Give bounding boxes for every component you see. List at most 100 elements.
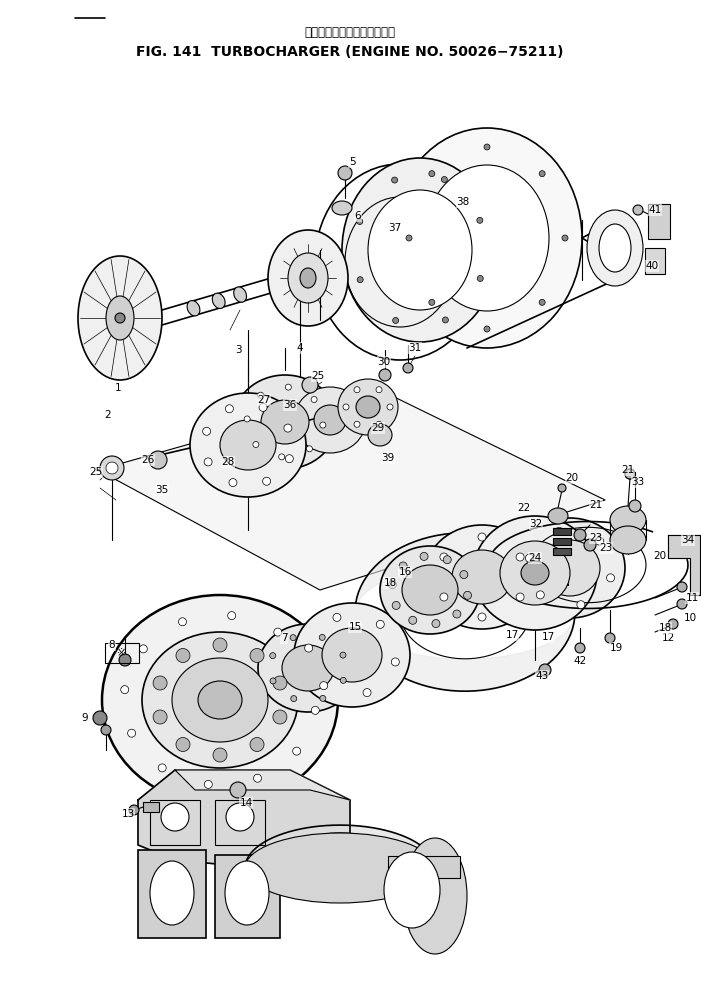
Circle shape (213, 748, 227, 762)
Circle shape (333, 613, 341, 621)
Circle shape (477, 275, 483, 281)
Circle shape (399, 562, 407, 570)
Ellipse shape (338, 379, 398, 435)
Circle shape (226, 404, 233, 413)
Ellipse shape (521, 561, 549, 585)
Ellipse shape (368, 190, 472, 310)
Circle shape (305, 644, 313, 652)
Bar (553, 528, 571, 535)
Circle shape (250, 649, 264, 663)
Circle shape (304, 663, 313, 670)
Circle shape (478, 533, 486, 541)
Circle shape (340, 652, 346, 658)
Circle shape (229, 478, 237, 486)
Circle shape (429, 171, 435, 176)
Circle shape (106, 462, 118, 474)
Ellipse shape (102, 595, 338, 805)
Text: 23: 23 (599, 543, 613, 553)
Ellipse shape (150, 861, 194, 925)
Circle shape (387, 404, 393, 410)
Circle shape (539, 664, 551, 676)
Text: 8: 8 (109, 640, 115, 650)
Circle shape (244, 416, 250, 422)
Circle shape (311, 396, 317, 402)
Circle shape (555, 528, 563, 535)
Circle shape (121, 685, 129, 693)
Circle shape (463, 592, 472, 599)
Circle shape (204, 458, 212, 466)
Ellipse shape (314, 405, 346, 435)
Circle shape (228, 611, 236, 619)
Text: 31: 31 (409, 343, 421, 353)
Text: 9: 9 (82, 713, 88, 723)
Text: 32: 32 (529, 519, 543, 529)
Text: FIG. 141  TURBOCHARGER (ENGINE NO. 50026−75211): FIG. 141 TURBOCHARGER (ENGINE NO. 50026−… (136, 45, 564, 59)
Ellipse shape (452, 550, 512, 604)
Circle shape (279, 454, 285, 459)
Text: 17: 17 (505, 630, 519, 640)
Ellipse shape (172, 658, 268, 742)
Ellipse shape (268, 230, 348, 326)
Circle shape (376, 620, 384, 628)
Circle shape (149, 451, 167, 469)
Circle shape (606, 574, 615, 582)
Text: 40: 40 (646, 261, 658, 271)
Polygon shape (511, 550, 569, 596)
Ellipse shape (212, 293, 225, 309)
Circle shape (291, 695, 297, 702)
Circle shape (153, 676, 167, 690)
Ellipse shape (515, 518, 625, 618)
Text: 12: 12 (661, 633, 674, 643)
Text: 16: 16 (398, 567, 411, 577)
Circle shape (625, 469, 635, 479)
Bar (553, 548, 571, 555)
Text: 26: 26 (142, 455, 155, 465)
Ellipse shape (294, 387, 366, 453)
Circle shape (302, 377, 318, 393)
Circle shape (203, 427, 211, 436)
Ellipse shape (548, 508, 568, 524)
Text: 41: 41 (648, 205, 662, 215)
Circle shape (270, 653, 275, 659)
Text: 15: 15 (348, 622, 362, 632)
Circle shape (161, 803, 189, 831)
Circle shape (460, 571, 468, 579)
Ellipse shape (587, 210, 643, 286)
Circle shape (406, 235, 412, 241)
Circle shape (226, 803, 254, 831)
Text: 36: 36 (283, 400, 297, 410)
Circle shape (536, 591, 544, 599)
Circle shape (354, 421, 360, 427)
Ellipse shape (368, 424, 392, 446)
Ellipse shape (392, 128, 582, 348)
Ellipse shape (380, 546, 480, 634)
Circle shape (101, 725, 111, 735)
Circle shape (429, 300, 435, 306)
Circle shape (179, 618, 186, 626)
Text: 10: 10 (683, 613, 697, 623)
Text: 20: 20 (653, 551, 667, 561)
Bar (215, 855, 280, 938)
Text: 19: 19 (609, 643, 622, 653)
Circle shape (516, 593, 524, 601)
Ellipse shape (190, 393, 306, 497)
Circle shape (605, 633, 615, 643)
Circle shape (274, 628, 282, 636)
Circle shape (273, 676, 287, 690)
Text: 30: 30 (377, 357, 390, 367)
Text: 1: 1 (115, 383, 121, 393)
Circle shape (119, 654, 131, 666)
Circle shape (432, 619, 440, 627)
Ellipse shape (198, 681, 242, 719)
Circle shape (539, 300, 545, 306)
Circle shape (343, 404, 349, 410)
Circle shape (625, 469, 635, 479)
Ellipse shape (294, 603, 410, 707)
Text: 37: 37 (388, 223, 402, 233)
Circle shape (442, 317, 449, 323)
Circle shape (254, 774, 261, 782)
Circle shape (259, 403, 267, 411)
Text: 13: 13 (121, 809, 135, 819)
Text: 11: 11 (686, 593, 699, 603)
Circle shape (633, 205, 643, 215)
